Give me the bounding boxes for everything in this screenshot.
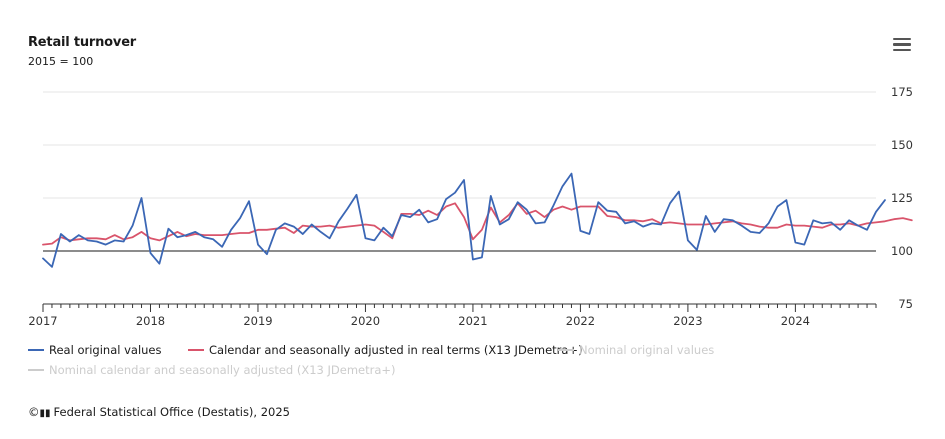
- copyright-icon: ©: [28, 405, 40, 419]
- legend-item-series-2[interactable]: Nominal original values: [558, 343, 714, 357]
- series-line-1: [42, 202, 913, 246]
- y-tick-label: 125: [891, 191, 913, 205]
- x-tick-label: 2023: [673, 314, 702, 328]
- legend-item-series-3[interactable]: Nominal calendar and seasonally adjusted…: [28, 363, 396, 377]
- x-tick-label: 2019: [243, 314, 272, 328]
- legend-swatch: [28, 348, 44, 351]
- legend-label: Real original values: [49, 343, 162, 357]
- destatis-logo-icon: ▮▮: [39, 408, 51, 419]
- x-tick-label: 2022: [566, 314, 595, 328]
- x-tick-label: 2021: [458, 314, 487, 328]
- x-tick-label: 2024: [781, 314, 810, 328]
- hamburger-menu-icon[interactable]: [893, 38, 911, 52]
- legend-swatch: [28, 368, 44, 371]
- x-tick-label: 2017: [28, 314, 57, 328]
- grid-lines: [43, 91, 876, 252]
- y-tick-label: 175: [891, 85, 913, 99]
- chart-title: Retail turnover: [28, 35, 137, 50]
- y-tick-label: 100: [891, 244, 913, 258]
- credit-text: Federal Statistical Office (Destatis), 2…: [53, 405, 291, 419]
- legend-swatch: [188, 348, 204, 351]
- legend-swatch: [558, 348, 574, 351]
- credit[interactable]: ©▮▮ Federal Statistical Office (Destatis)…: [28, 405, 290, 419]
- x-tick-label: 2020: [351, 314, 380, 328]
- x-axis: 2017 2018 2019 2020 2021 2022 2023 2024: [28, 303, 877, 328]
- y-axis-labels: 75 100 125 150 175: [891, 85, 913, 311]
- legend-label: Calendar and seasonally adjusted in real…: [209, 343, 583, 357]
- legend-item-series-0[interactable]: Real original values: [28, 343, 162, 357]
- legend-label: Nominal calendar and seasonally adjusted…: [49, 363, 396, 377]
- series-lines: [42, 172, 913, 268]
- legend-label: Nominal original values: [579, 343, 715, 357]
- y-tick-label: 75: [898, 297, 913, 311]
- x-tick-label: 2018: [136, 314, 165, 328]
- series-line-0: [42, 172, 886, 268]
- chart-subtitle: 2015 = 100: [28, 55, 94, 68]
- y-tick-label: 150: [891, 138, 913, 152]
- legend-item-series-1[interactable]: Calendar and seasonally adjusted in real…: [188, 343, 583, 357]
